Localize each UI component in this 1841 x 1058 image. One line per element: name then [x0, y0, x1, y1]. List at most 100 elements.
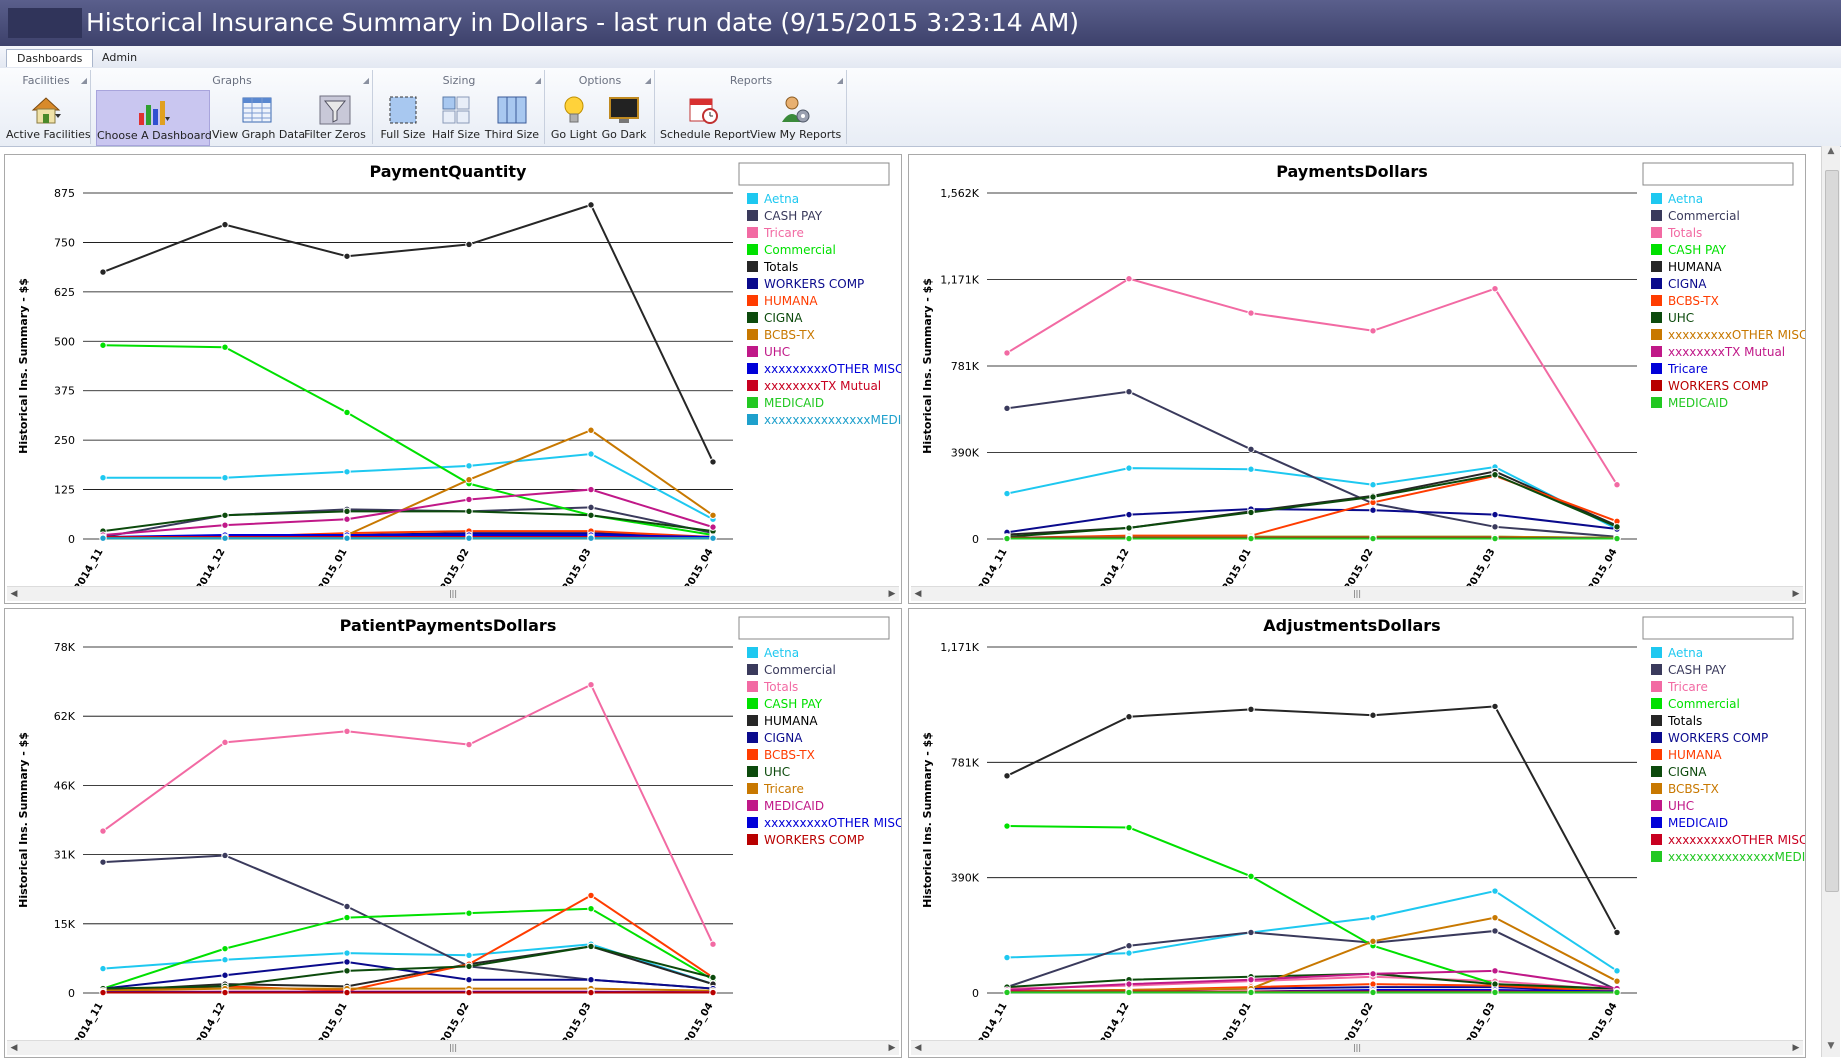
legend-label: HUMANA [1668, 748, 1722, 762]
dialog-launcher-icon[interactable]: ◢ [363, 76, 369, 85]
data-point [1126, 276, 1132, 282]
view-graph-data-button[interactable]: View Graph Data [212, 90, 302, 144]
menu-tab-bar: Dashboards Admin [0, 46, 1841, 69]
scroll-left-icon[interactable]: ◀ [911, 1041, 925, 1055]
group-label-graphs: Graphs [92, 74, 372, 87]
dialog-launcher-icon[interactable]: ◢ [837, 76, 843, 85]
legend-label: xxxxxxxxTX Mutual [1668, 345, 1785, 359]
legend-swatch [747, 834, 758, 845]
data-point [466, 508, 472, 514]
data-point [588, 943, 594, 949]
scroll-right-icon[interactable]: ▶ [885, 587, 899, 601]
data-point [1370, 535, 1376, 541]
data-point [1248, 977, 1254, 983]
scroll-grip-icon[interactable]: ||| [1349, 589, 1365, 598]
legend-swatch [747, 312, 758, 323]
data-point [1126, 824, 1132, 830]
half-size-button[interactable]: Half Size [430, 90, 482, 144]
third-size-button[interactable]: Third Size [484, 90, 540, 144]
go-light-button[interactable]: Go Light [550, 90, 598, 144]
horizontal-scrollbar[interactable]: ◀ ||| ▶ [911, 586, 1803, 601]
choose-dashboard-button[interactable]: Choose A Dashboard [96, 90, 210, 146]
series-line [1007, 392, 1617, 537]
legend-swatch [1651, 244, 1662, 255]
y-tick-label: 0 [972, 987, 979, 1000]
horizontal-scrollbar[interactable]: ◀ ||| ▶ [7, 586, 899, 601]
legend-swatch [747, 397, 758, 408]
tab-dashboards[interactable]: Dashboards [6, 49, 93, 67]
scroll-grip-icon[interactable]: ||| [445, 589, 461, 598]
y-tick-label: 781K [951, 360, 980, 373]
scroll-right-icon[interactable]: ▶ [1789, 1041, 1803, 1055]
legend-label: WORKERS COMP [1668, 731, 1768, 745]
dialog-launcher-icon[interactable]: ◢ [645, 76, 651, 85]
data-point [100, 989, 106, 995]
legend-label: CASH PAY [764, 209, 823, 223]
legend-label: CIGNA [764, 311, 803, 325]
series-line [1007, 471, 1617, 534]
legend-swatch [1651, 227, 1662, 238]
legend-swatch [1651, 698, 1662, 709]
chart-title: PaymentsDollars [1276, 162, 1428, 181]
y-tick-label: 875 [54, 187, 75, 200]
scroll-down-icon[interactable]: ▼ [1822, 1041, 1840, 1057]
legend-label: Totals [763, 260, 798, 274]
horizontal-scrollbar[interactable]: ◀ ||| ▶ [7, 1040, 899, 1055]
group-label-sizing: Sizing [374, 74, 544, 87]
scroll-right-icon[interactable]: ▶ [1789, 587, 1803, 601]
legend-label: Aetna [1668, 192, 1703, 206]
schedule-report-button[interactable]: Schedule Report [660, 90, 746, 144]
data-point [1370, 712, 1376, 718]
scroll-up-icon[interactable]: ▲ [1822, 146, 1840, 162]
scroll-grip-icon[interactable]: ||| [1349, 1043, 1365, 1052]
dialog-launcher-icon[interactable]: ◢ [535, 76, 541, 85]
legend-swatch [1651, 295, 1662, 306]
legend-swatch [747, 681, 758, 692]
data-point [1126, 511, 1132, 517]
data-point [100, 475, 106, 481]
legend-swatch [1651, 312, 1662, 323]
y-tick-label: 46K [54, 779, 76, 792]
data-point [1614, 929, 1620, 935]
data-point [1248, 706, 1254, 712]
data-point [1004, 954, 1010, 960]
scroll-left-icon[interactable]: ◀ [7, 587, 21, 601]
active-facilities-button[interactable]: Active Facilities [6, 90, 86, 144]
window-title: Historical Insurance Summary in Dollars … [86, 8, 1079, 37]
dialog-launcher-icon[interactable]: ◢ [81, 76, 87, 85]
data-point [344, 950, 350, 956]
scroll-left-icon[interactable]: ◀ [911, 587, 925, 601]
legend-swatch [747, 380, 758, 391]
x-tick-label: 2015_01 [1221, 547, 1254, 587]
go-dark-button[interactable]: Go Dark [600, 90, 648, 144]
data-point [222, 344, 228, 350]
x-tick-label: 2014_12 [1099, 547, 1132, 587]
tab-admin[interactable]: Admin [92, 49, 147, 67]
x-tick-label: 2015_01 [1221, 1001, 1254, 1041]
legend-label: xxxxxxxxxxxxxxxMEDICARE [1668, 850, 1805, 864]
data-point [1492, 511, 1498, 517]
horizontal-scrollbar[interactable]: ◀ ||| ▶ [911, 1040, 1803, 1055]
data-point [710, 459, 716, 465]
scroll-grip-icon[interactable]: ||| [445, 1043, 461, 1052]
data-point [466, 476, 472, 482]
series-line [103, 989, 713, 991]
legend-label: xxxxxxxxxOTHER MISC [1668, 833, 1805, 847]
data-point [1126, 981, 1132, 987]
legend-swatch [1651, 363, 1662, 374]
data-point [588, 906, 594, 912]
data-point [1248, 873, 1254, 879]
legend-label: Tricare [1667, 680, 1708, 694]
view-my-reports-button[interactable]: View My Reports [750, 90, 840, 144]
page-vertical-scrollbar[interactable]: ▲ ▼ [1821, 146, 1840, 1057]
x-tick-label: 2015_03 [1465, 547, 1498, 587]
data-point [710, 974, 716, 980]
legend-swatch [747, 244, 758, 255]
series-line [1007, 279, 1617, 485]
full-size-button[interactable]: Full Size [378, 90, 428, 144]
scroll-left-icon[interactable]: ◀ [7, 1041, 21, 1055]
scroll-thumb[interactable] [1825, 170, 1839, 892]
filter-zeros-button[interactable]: Filter Zeros [304, 90, 366, 144]
scroll-right-icon[interactable]: ▶ [885, 1041, 899, 1055]
